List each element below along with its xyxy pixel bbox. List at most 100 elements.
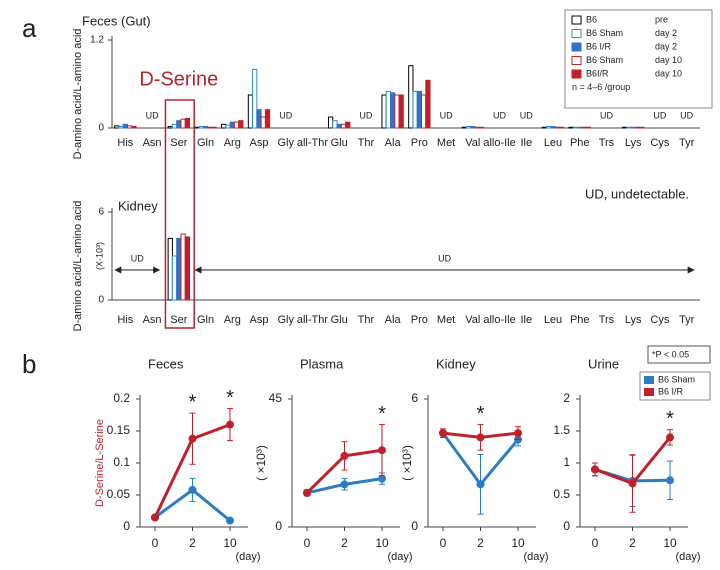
legend-box	[564, 9, 713, 109]
x-axis-label: (day)	[675, 551, 700, 563]
bar	[425, 79, 431, 129]
significance-mark: *	[189, 391, 197, 413]
bar	[171, 123, 178, 129]
x-tick-label: Val	[465, 314, 480, 326]
chart-title: Kidney	[436, 356, 476, 371]
bar	[238, 120, 244, 129]
ud-label: UD	[438, 253, 451, 263]
bar	[167, 237, 173, 301]
x-tick-label: Ala	[385, 137, 402, 149]
legend-label: B6 Sham	[658, 374, 695, 384]
x-tick-label: Gly	[277, 137, 294, 149]
point	[514, 429, 522, 438]
panel-label: b	[22, 349, 36, 379]
bar	[184, 236, 191, 301]
bar	[122, 123, 129, 129]
legend-swatch	[571, 56, 582, 65]
x-tick-label: Phe	[570, 314, 590, 326]
point	[226, 420, 234, 429]
chart-title: Plasma	[300, 356, 344, 371]
bar	[198, 126, 204, 129]
bar	[336, 123, 342, 129]
point	[591, 465, 599, 474]
bar	[225, 124, 231, 129]
x-tick-label: Glu	[331, 137, 348, 149]
y-tick-label: 6	[98, 207, 104, 218]
y-tick-label: 0.05	[107, 487, 131, 501]
y-tick-label: 0	[98, 295, 104, 306]
point	[340, 480, 349, 489]
bar	[558, 126, 565, 129]
point	[666, 476, 674, 485]
y-tick-label: 0	[98, 123, 104, 134]
bar	[394, 94, 400, 129]
bar	[118, 126, 124, 129]
y-tick-label: 0.5	[553, 487, 570, 501]
x-tick-label: Asp	[250, 314, 269, 326]
legend-swatch	[571, 42, 582, 52]
x-axis-label: (day)	[523, 551, 548, 563]
bar	[247, 94, 254, 129]
legend-label: B6 I/R	[586, 41, 612, 51]
bar	[621, 126, 628, 129]
point	[439, 429, 447, 438]
bar	[332, 120, 338, 129]
bar	[630, 126, 636, 129]
bar	[421, 94, 427, 129]
x-tick-label: 10	[511, 536, 525, 550]
bar	[412, 90, 418, 129]
x-tick-label: Ile	[520, 137, 532, 149]
bar	[389, 92, 396, 129]
y-axis-label: ( ×10³)	[254, 445, 268, 481]
x-tick-label: Thr	[358, 314, 375, 326]
y-axis-label: D-Serine/L-Serine	[94, 419, 106, 507]
x-tick-label: Lys	[625, 137, 642, 149]
bar	[180, 233, 186, 301]
y-unit: (X·10³)	[94, 242, 104, 270]
x-tick-label: 10	[663, 536, 677, 550]
ud-label: UD	[279, 110, 292, 120]
point	[666, 433, 674, 442]
ud-label: UD	[680, 110, 693, 120]
x-tick-label: allo-Ile	[483, 137, 515, 149]
y-tick-label: 6	[411, 391, 418, 405]
chart-title: Urine	[588, 356, 619, 371]
bar	[626, 126, 632, 129]
x-tick-label: Leu	[544, 137, 562, 149]
legend-label: B6I/R	[586, 68, 609, 78]
legend-label: B6 Sham	[586, 28, 623, 38]
x-tick-label: Met	[437, 137, 455, 149]
point	[476, 480, 485, 489]
x-tick-label: Met	[437, 314, 455, 326]
bar	[176, 237, 182, 301]
ud-label: UD	[493, 110, 506, 120]
y-tick-label: 0.15	[107, 423, 131, 437]
bar	[171, 255, 178, 301]
x-tick-label: 10	[223, 536, 237, 550]
x-tick-label: Arg	[224, 314, 241, 326]
legend-label: B6 I/R	[658, 386, 684, 396]
bar	[252, 68, 258, 129]
bar	[550, 126, 556, 129]
x-tick-label: Pro	[411, 314, 428, 326]
point	[151, 513, 159, 522]
y-tick-label: 45	[269, 391, 283, 405]
legend-swatch	[644, 388, 654, 396]
bar	[639, 126, 645, 129]
bar	[385, 90, 391, 129]
x-tick-label: 2	[189, 536, 196, 550]
x-tick-label: Thr	[358, 137, 375, 149]
legend-note: n = 4–6 /group	[572, 82, 630, 92]
bar	[572, 126, 579, 129]
x-tick-label: 0	[440, 536, 447, 550]
y-tick-label: 0	[411, 519, 418, 533]
ud-label: UD	[359, 110, 372, 120]
point	[476, 433, 485, 442]
bar	[408, 65, 414, 129]
legend-swatch	[571, 29, 582, 38]
bar	[398, 94, 404, 129]
chart-title: Feces (Gut)	[82, 13, 151, 28]
bar	[461, 126, 467, 129]
bar	[131, 126, 137, 129]
